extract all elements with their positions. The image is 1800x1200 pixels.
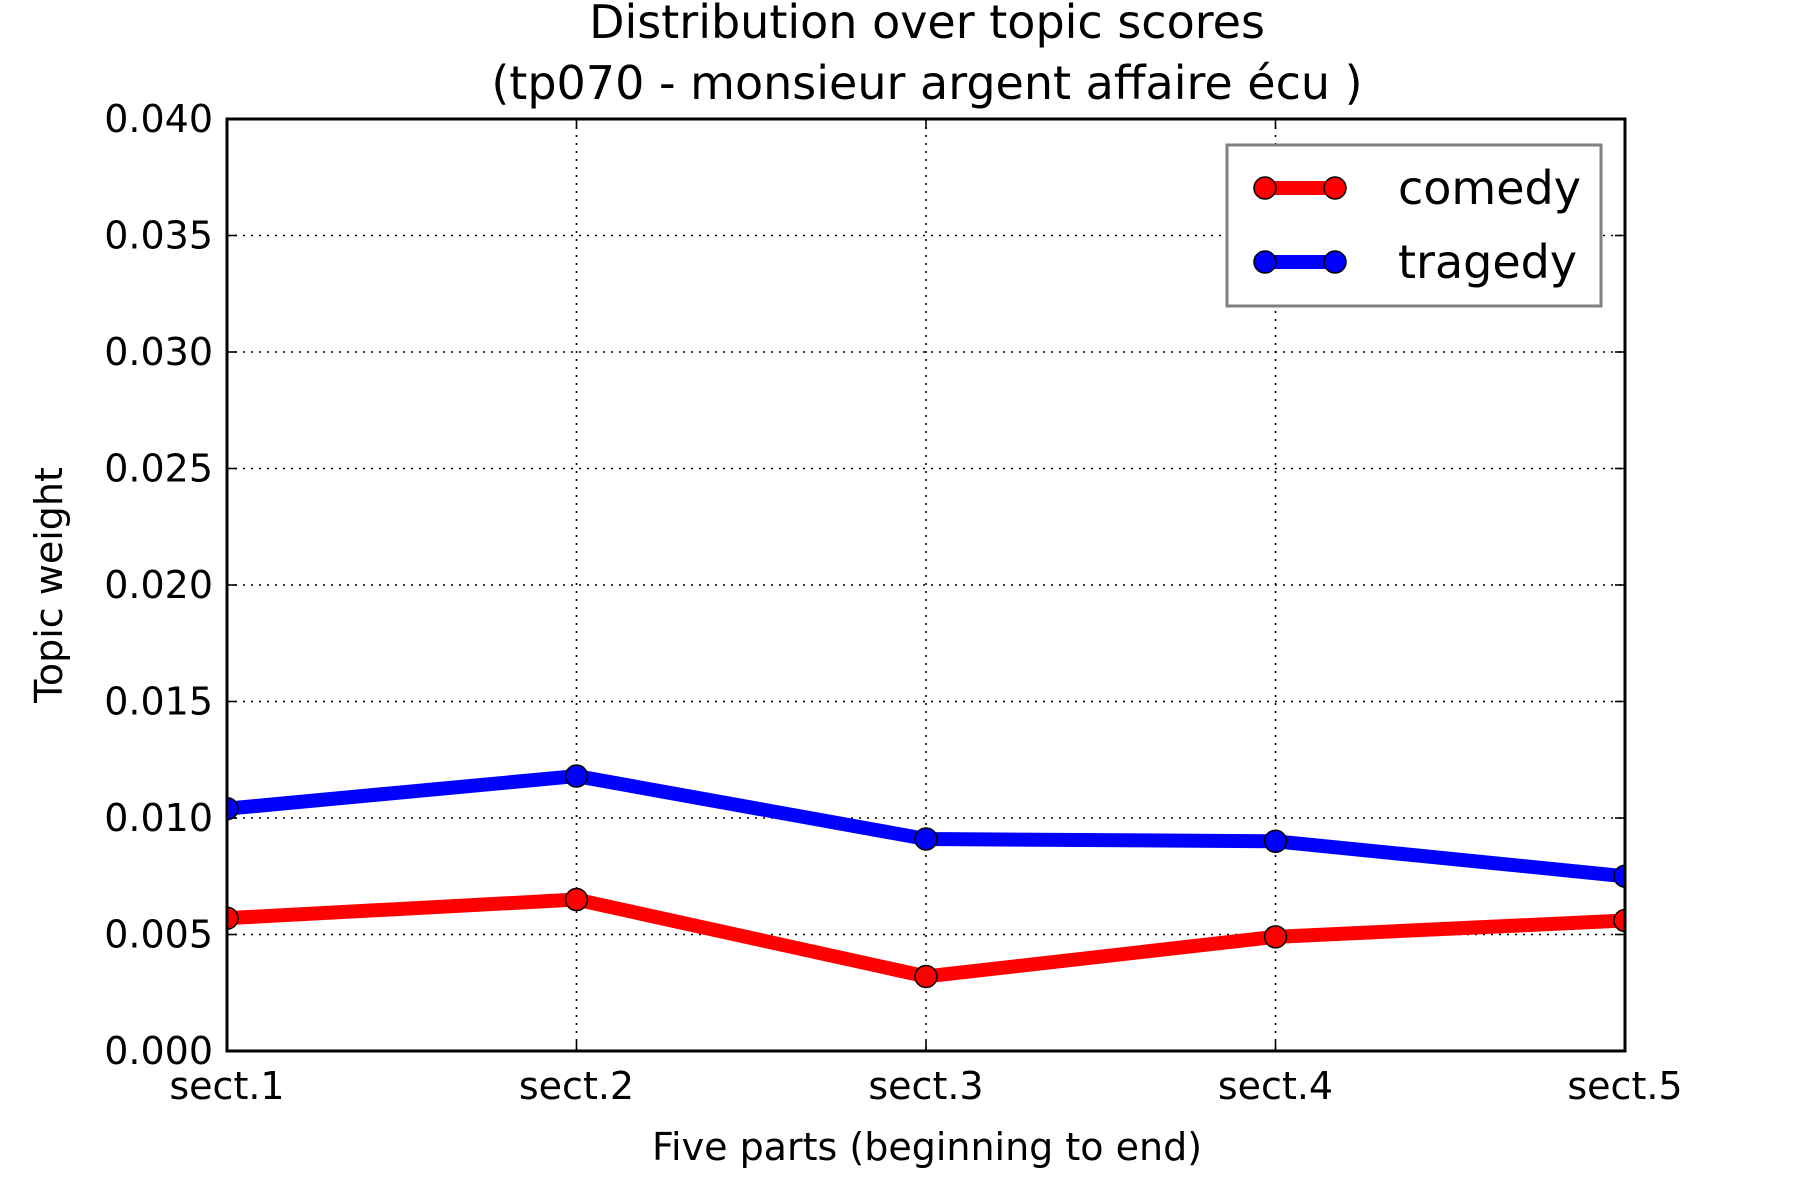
y-tick-label: 0.035 bbox=[104, 214, 213, 258]
y-tick-label: 0.010 bbox=[104, 796, 213, 840]
chart-subtitle: (tp070 - monsieur argent affaire écu ) bbox=[491, 56, 1362, 110]
legend-item-tragedy: tragedy bbox=[1253, 235, 1577, 289]
y-axis-label: Topic weight bbox=[27, 467, 71, 704]
legend-marker bbox=[1323, 250, 1347, 274]
x-tick-label: sect.3 bbox=[868, 1064, 983, 1108]
x-tick-label: sect.4 bbox=[1218, 1064, 1333, 1108]
legend: comedy tragedy bbox=[1225, 143, 1603, 308]
legend-marker bbox=[1323, 176, 1347, 200]
data-point-tragedy bbox=[1263, 829, 1288, 854]
data-point-comedy bbox=[1263, 925, 1288, 949]
data-point-tragedy bbox=[227, 796, 239, 821]
y-tick-label: 0.025 bbox=[104, 447, 213, 491]
series-comedy bbox=[227, 887, 1625, 989]
y-tick-label: 0.020 bbox=[104, 563, 213, 607]
legend-marker bbox=[1253, 250, 1277, 274]
y-tick-label: 0.040 bbox=[104, 97, 213, 141]
data-point-comedy bbox=[227, 906, 239, 930]
data-point-tragedy bbox=[1613, 864, 1625, 888]
legend-items: comedy tragedy bbox=[1253, 161, 1581, 289]
data-point-comedy bbox=[1613, 908, 1625, 933]
series-tragedy bbox=[227, 764, 1625, 888]
data-point-comedy bbox=[564, 887, 589, 912]
y-tick-label: 0.005 bbox=[104, 913, 213, 957]
y-tick-labels: 0.000 0.005 0.010 0.015 0.020 0.025 0.030 0.035… bbox=[104, 97, 213, 1073]
legend-marker bbox=[1253, 176, 1277, 200]
data-point-tragedy bbox=[564, 764, 589, 788]
x-tick-label: sect.5 bbox=[1567, 1064, 1682, 1108]
legend-label: tragedy bbox=[1398, 235, 1577, 289]
data-point-comedy bbox=[914, 964, 938, 989]
legend-frame bbox=[1225, 143, 1603, 308]
data-point-tragedy bbox=[914, 827, 938, 851]
x-tick-label: sect.1 bbox=[169, 1064, 284, 1108]
series-group bbox=[227, 764, 1625, 989]
grid bbox=[227, 119, 1625, 1051]
plot-area-frame bbox=[225, 117, 1627, 1053]
x-axis-label: Five parts (beginning to end) bbox=[652, 1125, 1202, 1169]
y-tick-label: 0.030 bbox=[104, 330, 213, 374]
x-tick-label: sect.2 bbox=[519, 1064, 634, 1108]
x-tick-labels: sect.1 sect.2 sect.3 sect.4 sect.5 bbox=[169, 1064, 1682, 1108]
legend-item-comedy: comedy bbox=[1253, 161, 1581, 215]
y-tick-label: 0.000 bbox=[104, 1029, 213, 1073]
legend-label: comedy bbox=[1398, 161, 1581, 215]
chart-title: Distribution over topic scores bbox=[589, 0, 1265, 49]
y-tick-label: 0.015 bbox=[104, 680, 213, 724]
